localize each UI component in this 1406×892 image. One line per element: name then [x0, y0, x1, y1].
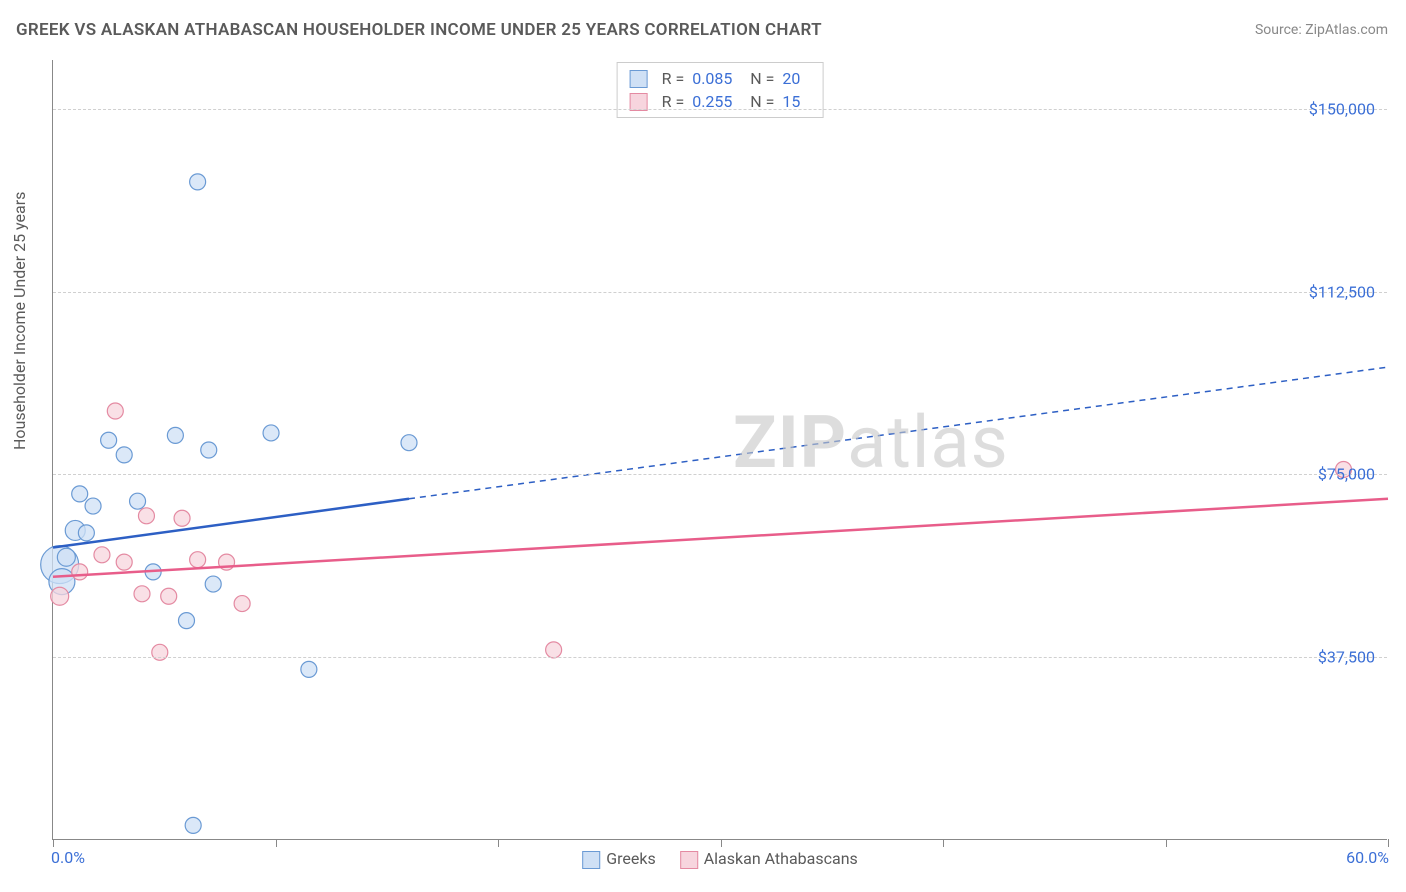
data-point — [546, 642, 562, 658]
data-point — [101, 432, 117, 448]
stats-n-value: 20 — [782, 69, 810, 88]
gridline — [53, 292, 1387, 293]
data-point — [57, 548, 75, 566]
data-point — [190, 174, 206, 190]
y-axis-label: Householder Income Under 25 years — [10, 192, 29, 450]
data-point — [174, 510, 190, 526]
data-point — [51, 587, 69, 605]
trend-line — [53, 499, 409, 548]
stats-r-value: 0.085 — [692, 69, 742, 88]
y-tick-label: $37,500 — [1318, 648, 1375, 667]
x-tick — [721, 839, 722, 847]
data-point — [301, 661, 317, 677]
legend-swatch — [582, 851, 600, 869]
data-point — [72, 486, 88, 502]
data-point — [161, 588, 177, 604]
y-tick-label: $150,000 — [1309, 99, 1375, 118]
stats-row: R = 0.085 N = 20 — [630, 67, 811, 90]
data-point — [167, 427, 183, 443]
data-point — [234, 596, 250, 612]
gridline — [53, 109, 1387, 110]
plot-area: ZIPatlas R = 0.085N = 20R = 0.255N = 15 … — [52, 60, 1387, 840]
legend-label: Alaskan Athabascans — [704, 849, 858, 868]
x-tick — [498, 839, 499, 847]
source-label: Source: ZipAtlas.com — [1255, 22, 1388, 38]
data-point — [85, 498, 101, 514]
gridline — [53, 657, 1387, 658]
x-tick — [1388, 839, 1389, 847]
data-point — [138, 508, 154, 524]
data-point — [401, 435, 417, 451]
bottom-legend: Greeks Alaskan Athabascans — [582, 849, 858, 869]
data-point — [130, 493, 146, 509]
data-point — [107, 403, 123, 419]
data-point — [179, 613, 195, 629]
gridline — [53, 474, 1387, 475]
data-point — [263, 425, 279, 441]
data-point — [134, 586, 150, 602]
data-point — [190, 552, 206, 568]
trend-line-extrapolated — [409, 367, 1388, 499]
legend-swatch — [630, 70, 648, 88]
data-point — [185, 817, 201, 833]
data-point — [72, 564, 88, 580]
data-point — [116, 447, 132, 463]
trend-line — [53, 499, 1388, 577]
legend-label: Greeks — [606, 849, 656, 868]
y-tick-label: $112,500 — [1309, 282, 1375, 301]
data-point — [116, 554, 132, 570]
y-tick-label: $75,000 — [1318, 465, 1375, 484]
data-point — [94, 547, 110, 563]
stats-r-label: R = — [662, 69, 685, 88]
data-point — [78, 525, 94, 541]
data-point — [205, 576, 221, 592]
x-tick — [1166, 839, 1167, 847]
legend-item: Alaskan Athabascans — [680, 849, 858, 869]
legend-item: Greeks — [582, 849, 656, 869]
chart-svg — [53, 60, 1387, 839]
legend-swatch — [680, 851, 698, 869]
x-tick — [276, 839, 277, 847]
chart-title: GREEK VS ALASKAN ATHABASCAN HOUSEHOLDER … — [16, 20, 822, 40]
x-max-label: 60.0% — [1346, 848, 1389, 867]
stats-n-label: N = — [750, 69, 774, 88]
x-tick — [943, 839, 944, 847]
x-min-label: 0.0% — [51, 848, 85, 867]
data-point — [201, 442, 217, 458]
x-tick — [53, 839, 54, 847]
